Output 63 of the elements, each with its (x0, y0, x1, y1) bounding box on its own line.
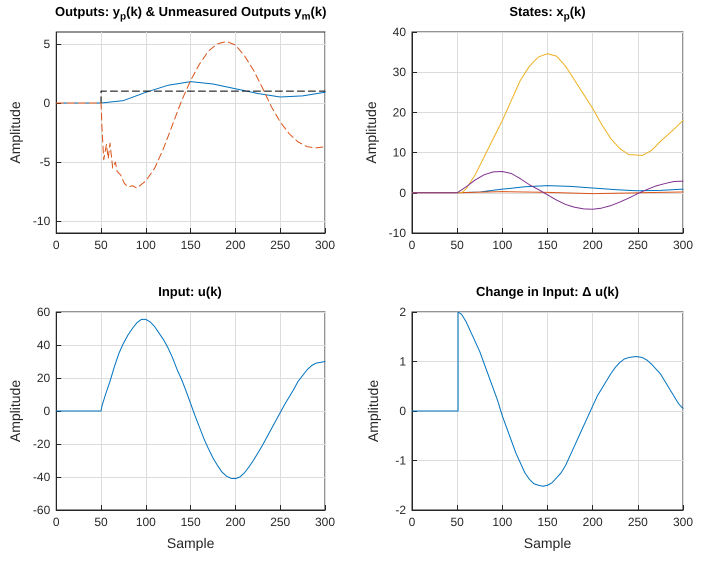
chart-title: Outputs: y$_{p}$(k) & Unmeasured Outputs y$_{m}$(k) (55, 4, 326, 24)
line-series (412, 170, 684, 210)
x-tick-label: 0 (408, 515, 416, 529)
y-axis-title: Amplitude (7, 101, 23, 164)
x-tick-label: 200 (225, 238, 246, 252)
y-tick-label: -2 (395, 503, 406, 517)
x-axis-title: Sample (524, 535, 572, 551)
y-tick-label: 10 (392, 146, 406, 160)
x-axis-title: Sample (166, 535, 215, 551)
y-axis-title: Amplitude (362, 101, 379, 164)
y-tick-label: -10 (32, 214, 51, 228)
x-tick-label: 150 (537, 515, 558, 529)
chart-title: Input: u(k) (157, 284, 223, 301)
x-tick-label: 100 (136, 238, 156, 252)
y-tick-label: -60 (32, 503, 51, 517)
x-tick-label: 300 (314, 515, 336, 529)
x-tick-label: 250 (270, 515, 291, 529)
y-tick-label: -1 (395, 454, 406, 468)
x-tick-label: 100 (492, 238, 513, 252)
y-tick-label: 5 (44, 36, 51, 51)
y-tick-label: -40 (32, 470, 51, 484)
x-tick-label: 0 (52, 515, 60, 529)
y-tick-label: 0 (44, 96, 51, 110)
chart-title: States: x$_{p}$(k) (508, 4, 587, 24)
y-axis-title: Amplitude (7, 380, 23, 442)
y-tick-label: -20 (32, 437, 51, 451)
x-tick-label: 50 (94, 238, 108, 252)
y-tick-label: 0 (399, 186, 406, 200)
x-tick-label: 250 (628, 238, 648, 252)
y-tick-label: -10 (388, 226, 406, 240)
y-tick-label: 0 (399, 404, 406, 418)
y-tick-label: 20 (392, 105, 406, 120)
x-tick-label: 250 (628, 515, 648, 529)
y-tick-label: 1 (399, 354, 406, 368)
x-tick-label: 300 (314, 238, 336, 252)
x-tick-label: 300 (672, 515, 694, 529)
x-tick-label: 0 (408, 238, 416, 252)
y-tick-label: 40 (36, 338, 51, 352)
x-tick-label: 200 (582, 238, 603, 252)
x-tick-label: 100 (492, 515, 513, 529)
y-tick-label: 20 (36, 371, 51, 385)
x-tick-label: 300 (672, 238, 694, 252)
y-tick-label: 40 (392, 25, 406, 39)
x-tick-label: 200 (582, 515, 603, 529)
x-tick-label: 200 (225, 515, 246, 529)
x-tick-label: 100 (136, 515, 156, 529)
x-tick-label: 150 (180, 515, 201, 529)
x-tick-label: 0 (52, 238, 60, 252)
y-axis-title: Amplitude (365, 380, 381, 442)
x-tick-label: 50 (94, 515, 108, 529)
x-tick-label: 50 (450, 515, 464, 529)
line-series (56, 40, 326, 189)
y-tick-label: 0 (44, 404, 51, 418)
x-tick-label: 250 (270, 238, 291, 252)
y-tick-label: 30 (392, 65, 406, 80)
chart-title: Change in Input: Δ u(k) (475, 284, 620, 301)
line-series (56, 318, 326, 480)
y-tick-label: -5 (40, 155, 51, 170)
y-tick-label: 60 (36, 305, 51, 319)
y-tick-label: 2 (399, 305, 406, 319)
x-tick-label: 150 (537, 238, 558, 252)
x-tick-label: 50 (450, 238, 464, 252)
x-tick-label: 150 (180, 238, 201, 252)
